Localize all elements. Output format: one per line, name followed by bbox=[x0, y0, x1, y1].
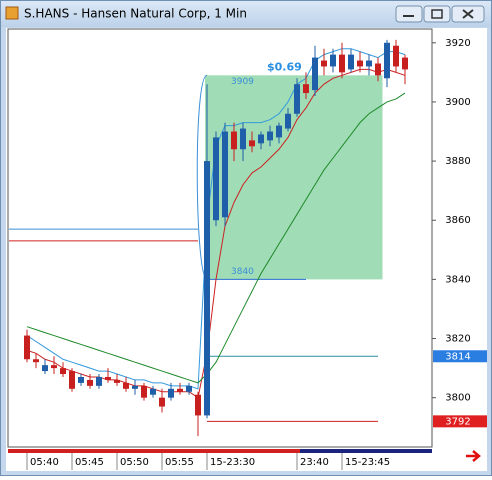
x-tick-label: 15-23:30 bbox=[210, 457, 255, 468]
candle-body bbox=[240, 128, 246, 150]
candle-body bbox=[321, 60, 327, 67]
candle-body bbox=[195, 394, 201, 416]
scroll-arrow[interactable] bbox=[466, 450, 481, 462]
candle-body bbox=[87, 379, 93, 386]
candle-body bbox=[258, 134, 264, 144]
candle-body bbox=[375, 63, 381, 76]
close-icon bbox=[462, 9, 474, 19]
candle-body bbox=[168, 388, 174, 398]
minimize-button[interactable] bbox=[395, 5, 423, 23]
candle-body bbox=[24, 335, 30, 360]
candle-body bbox=[186, 385, 192, 392]
candle-body bbox=[366, 60, 372, 67]
window-title: S.HANS - Hansen Natural Corp, 1 Min bbox=[24, 7, 247, 21]
candle-body bbox=[51, 365, 57, 369]
price-marker bbox=[433, 350, 487, 363]
zone-top-label: 3909 bbox=[231, 77, 254, 87]
time-bar-navy bbox=[300, 449, 432, 453]
candle-body bbox=[330, 54, 336, 67]
y-tick-label: 3900 bbox=[445, 97, 470, 108]
candle-body bbox=[33, 359, 39, 363]
zone-bracket bbox=[196, 74, 208, 280]
y-tick-label: 3860 bbox=[445, 215, 470, 226]
app-icon bbox=[5, 6, 19, 20]
x-tick-label: 05:50 bbox=[120, 457, 149, 468]
candle-body bbox=[267, 131, 273, 141]
price-marker bbox=[433, 415, 487, 428]
zone-box bbox=[205, 75, 383, 280]
x-tick-label: 15-23:45 bbox=[345, 457, 390, 468]
candle-body bbox=[141, 385, 147, 398]
x-tick-label: 05:40 bbox=[30, 457, 59, 468]
moving-average bbox=[26, 92, 406, 384]
x-tick-label: 23:40 bbox=[300, 457, 329, 468]
candle-body bbox=[213, 137, 219, 221]
y-tick-label: 3920 bbox=[445, 38, 470, 49]
candle-body bbox=[231, 131, 237, 150]
candle-body bbox=[105, 376, 111, 380]
x-tick-label: 05:45 bbox=[75, 457, 104, 468]
candle-body bbox=[132, 385, 138, 389]
candle-body bbox=[384, 42, 390, 79]
candle-body bbox=[276, 125, 282, 138]
candle-body bbox=[123, 382, 129, 389]
candle-body bbox=[60, 368, 66, 375]
candle-body bbox=[222, 131, 228, 218]
zone-bottom-label: 3840 bbox=[231, 267, 254, 277]
time-bar-red bbox=[8, 449, 308, 453]
x-tick-label: 05:55 bbox=[165, 457, 194, 468]
candle-body bbox=[177, 388, 183, 392]
zone-change-label: $0.69 bbox=[267, 60, 302, 73]
y-tick-label: 3820 bbox=[445, 334, 470, 345]
price-marker-label: 3814 bbox=[445, 351, 470, 362]
candle-body bbox=[78, 376, 84, 383]
candle-body bbox=[42, 365, 48, 372]
window-buttons[interactable] bbox=[395, 5, 485, 23]
candle-body bbox=[303, 84, 309, 94]
candle-body bbox=[285, 113, 291, 129]
candle-body bbox=[159, 397, 165, 407]
price-marker-label: 3792 bbox=[445, 416, 470, 427]
candle-body bbox=[294, 84, 300, 114]
candle-body bbox=[402, 57, 408, 70]
candle-body bbox=[204, 161, 210, 416]
candle-body bbox=[96, 376, 102, 386]
y-tick-label: 3840 bbox=[445, 274, 470, 285]
candle-body bbox=[312, 57, 318, 91]
minimize-icon bbox=[403, 15, 414, 17]
y-tick-label: 3880 bbox=[445, 156, 470, 167]
maximize-icon bbox=[431, 9, 443, 19]
candle-body bbox=[114, 379, 120, 383]
y-tick-label: 3800 bbox=[445, 393, 470, 404]
maximize-button[interactable] bbox=[423, 5, 451, 23]
plot-content: 3800 3820 3840 3860 3880 3900 3920 05:40 05:45 05… bbox=[9, 38, 471, 470]
candle-body bbox=[249, 140, 255, 147]
candle-body bbox=[357, 60, 363, 67]
candle-body bbox=[348, 54, 354, 70]
candle-body bbox=[339, 54, 345, 73]
candle-body bbox=[150, 388, 156, 395]
candle-body bbox=[69, 371, 75, 389]
candle-body bbox=[393, 45, 399, 67]
